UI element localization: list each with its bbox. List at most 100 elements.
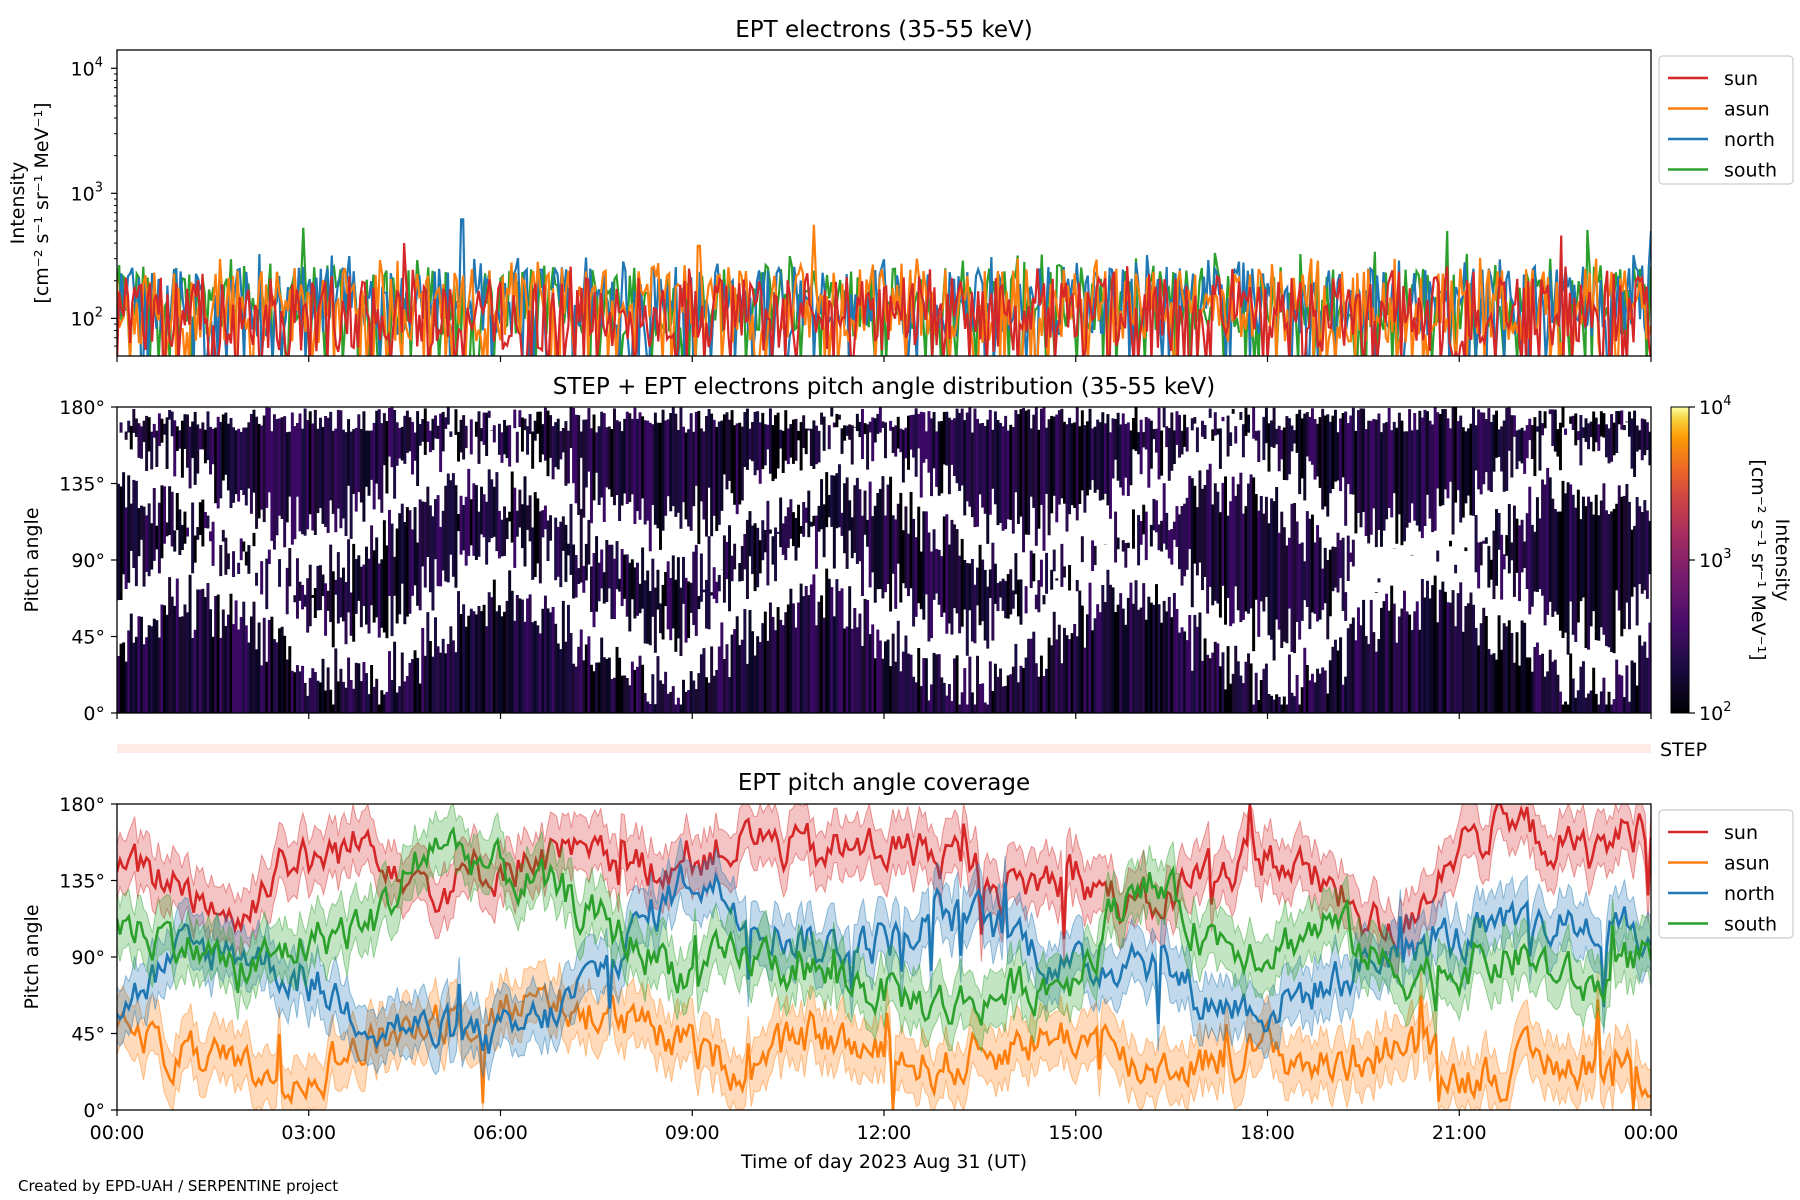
heatmap-cell [610, 429, 614, 497]
heatmap-cell [513, 620, 517, 713]
heatmap-cell [127, 630, 131, 713]
heatmap-cell [1316, 668, 1320, 713]
heatmap-cell [142, 644, 146, 713]
heatmap-cell [423, 408, 427, 455]
heatmap-cell [152, 423, 156, 438]
heatmap-cell [1385, 422, 1389, 520]
heatmap-cell [1057, 624, 1061, 713]
heatmap-cell [150, 431, 154, 470]
heatmap-cell [771, 425, 775, 482]
heatmap-cell [1045, 552, 1049, 594]
heatmap-cell [510, 590, 514, 713]
heatmap-cell [947, 684, 951, 713]
heatmap-cell [1640, 645, 1644, 713]
heatmap-cell [531, 527, 535, 580]
heatmap-cell [347, 657, 351, 713]
heatmap-cell [1239, 472, 1243, 623]
heatmap-cell [697, 596, 701, 610]
heatmap-cell [408, 510, 412, 614]
heatmap-cell [1510, 415, 1514, 478]
heatmap-cell [283, 635, 287, 713]
heatmap-cell [577, 415, 581, 515]
heatmap-cell [1032, 553, 1036, 582]
heatmap-cell [1556, 674, 1560, 713]
heatmap-cell [1027, 638, 1031, 713]
heatmap-cell [917, 648, 921, 713]
heatmap-cell [1505, 535, 1509, 556]
heatmap-cell [761, 412, 765, 470]
heatmap-cell [303, 594, 307, 607]
heatmap-cell [986, 419, 990, 544]
heatmap-cell [855, 413, 859, 432]
heatmap-cell [1515, 632, 1519, 713]
heatmap-cell [1456, 421, 1460, 491]
heatmap-cell [712, 419, 716, 516]
heatmap-cell [1592, 667, 1596, 713]
heatmap-cell [1594, 417, 1598, 443]
heatmap-cell [630, 418, 634, 495]
heatmap-cell [145, 637, 149, 713]
heatmap-cell [518, 410, 522, 427]
heatmap-cell [679, 704, 683, 713]
heatmap-cell [1492, 414, 1496, 472]
heatmap-cell [917, 414, 921, 449]
heatmap-cell [393, 556, 397, 596]
heatmap-cell [812, 515, 816, 526]
heatmap-cell [1449, 428, 1452, 482]
heatmap-cell [1387, 408, 1391, 508]
heatmap-cell [257, 622, 261, 713]
heatmap-cell [1528, 418, 1532, 441]
heatmap-cell [117, 483, 120, 601]
heatmap-cell [1006, 430, 1010, 520]
heatmap-cell [221, 609, 225, 713]
heatmap-cell [963, 668, 967, 713]
heatmap-cell [132, 642, 136, 713]
heatmap-cell [375, 537, 379, 618]
heatmap-cell [953, 524, 956, 609]
heatmap-cell [1392, 603, 1396, 713]
heatmap-cell [889, 476, 893, 612]
heatmap-cell [390, 680, 394, 713]
heatmap-cell [186, 612, 189, 713]
heatmap-cell [779, 497, 783, 548]
heatmap-cell [365, 546, 368, 625]
heatmap-cell [1157, 604, 1161, 713]
heatmap-cell [1149, 602, 1153, 713]
heatmap-cell [1111, 587, 1115, 713]
heatmap-cell [1272, 407, 1276, 448]
heatmap-cell [334, 428, 338, 533]
heatmap-cell [1065, 424, 1069, 532]
heatmap-cell [457, 514, 460, 532]
heatmap-cell [298, 413, 302, 532]
heatmap-cell [850, 517, 854, 559]
heatmap-cell [1359, 408, 1363, 528]
heatmap-cell [886, 639, 890, 713]
heatmap-cell [556, 418, 560, 470]
heatmap-cell [1285, 704, 1289, 713]
heatmap-cell [922, 412, 926, 463]
heatmap-cell [1349, 552, 1353, 562]
heatmap-cell [791, 603, 795, 713]
legend-label-asun: asun [1724, 99, 1770, 121]
heatmap-cell [960, 692, 964, 713]
heatmap-cell [1139, 521, 1143, 545]
heatmap-cell [572, 407, 576, 484]
heatmap-cell [753, 655, 757, 713]
heatmap-cell [1216, 428, 1220, 435]
heatmap-cell [1132, 418, 1135, 450]
heatmap-cell [247, 545, 251, 574]
heatmap-cell [1062, 627, 1066, 713]
heatmap-cell [786, 428, 790, 465]
heatmap-cell [1405, 431, 1409, 528]
heatmap-cell [1507, 407, 1511, 451]
heatmap-cell [541, 608, 545, 713]
heatmap-cell [602, 413, 606, 522]
heatmap-cell [244, 551, 248, 566]
heatmap-cell [894, 519, 898, 609]
heatmap-cell [1339, 418, 1343, 492]
heatmap-cell [1070, 633, 1074, 713]
heatmap-cell [140, 505, 143, 540]
heatmap-cell [418, 499, 422, 611]
heatmap-cell [178, 430, 182, 449]
